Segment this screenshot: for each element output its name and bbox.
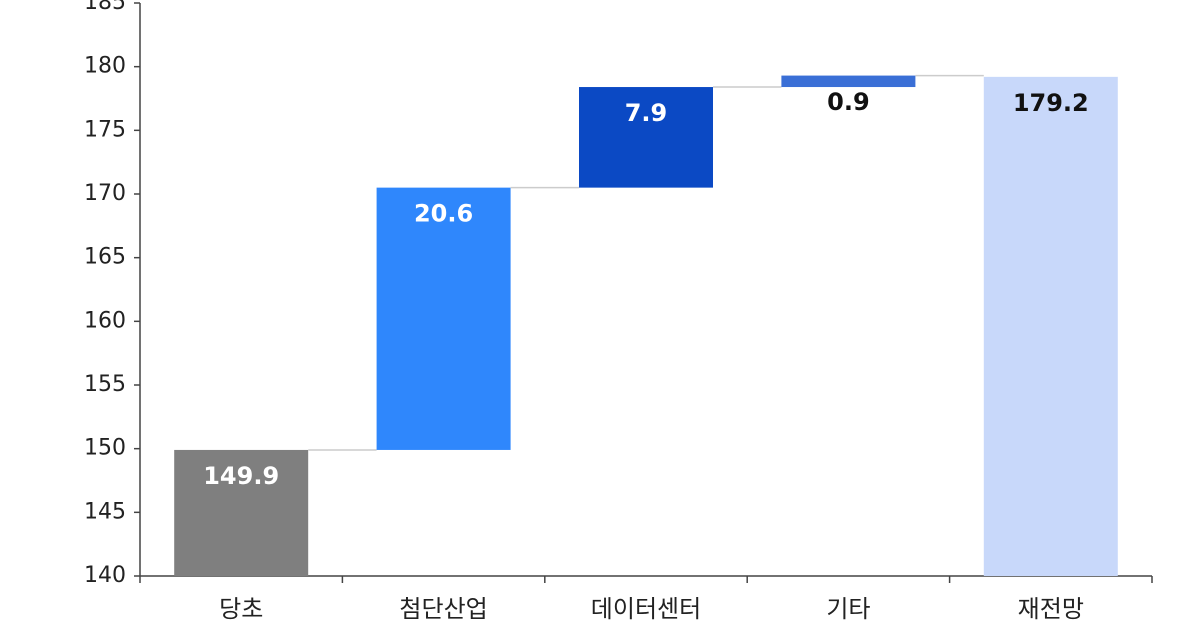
value-label: 20.6 — [414, 200, 473, 228]
x-tick-label: 기타 — [826, 595, 870, 623]
x-tick-label: 재전망 — [1018, 595, 1084, 623]
y-tick-label: 140 — [84, 563, 126, 588]
value-label: 149.9 — [203, 462, 279, 490]
value-label: 0.9 — [827, 88, 870, 116]
y-tick-label: 150 — [84, 436, 126, 461]
x-tick-label: 데이터센터 — [591, 595, 701, 623]
bar — [376, 187, 511, 450]
y-tick-label: 175 — [84, 117, 126, 142]
y-tick-label: 165 — [84, 245, 126, 270]
bar — [579, 87, 713, 188]
y-tick-label: 170 — [84, 181, 126, 206]
bar — [983, 76, 1118, 576]
y-tick-label: 160 — [84, 308, 126, 333]
value-label: 7.9 — [625, 99, 668, 127]
x-tick-label: 첨단산업 — [399, 595, 487, 623]
bar — [174, 449, 309, 576]
value-label: 179.2 — [1013, 89, 1089, 117]
y-tick-label: 145 — [84, 499, 126, 524]
y-tick-label: 155 — [84, 372, 126, 397]
x-tick-label: 당초 — [219, 595, 263, 623]
bar — [781, 75, 916, 88]
y-tick-label: 180 — [84, 54, 126, 79]
y-tick-label: 185 — [84, 0, 126, 15]
